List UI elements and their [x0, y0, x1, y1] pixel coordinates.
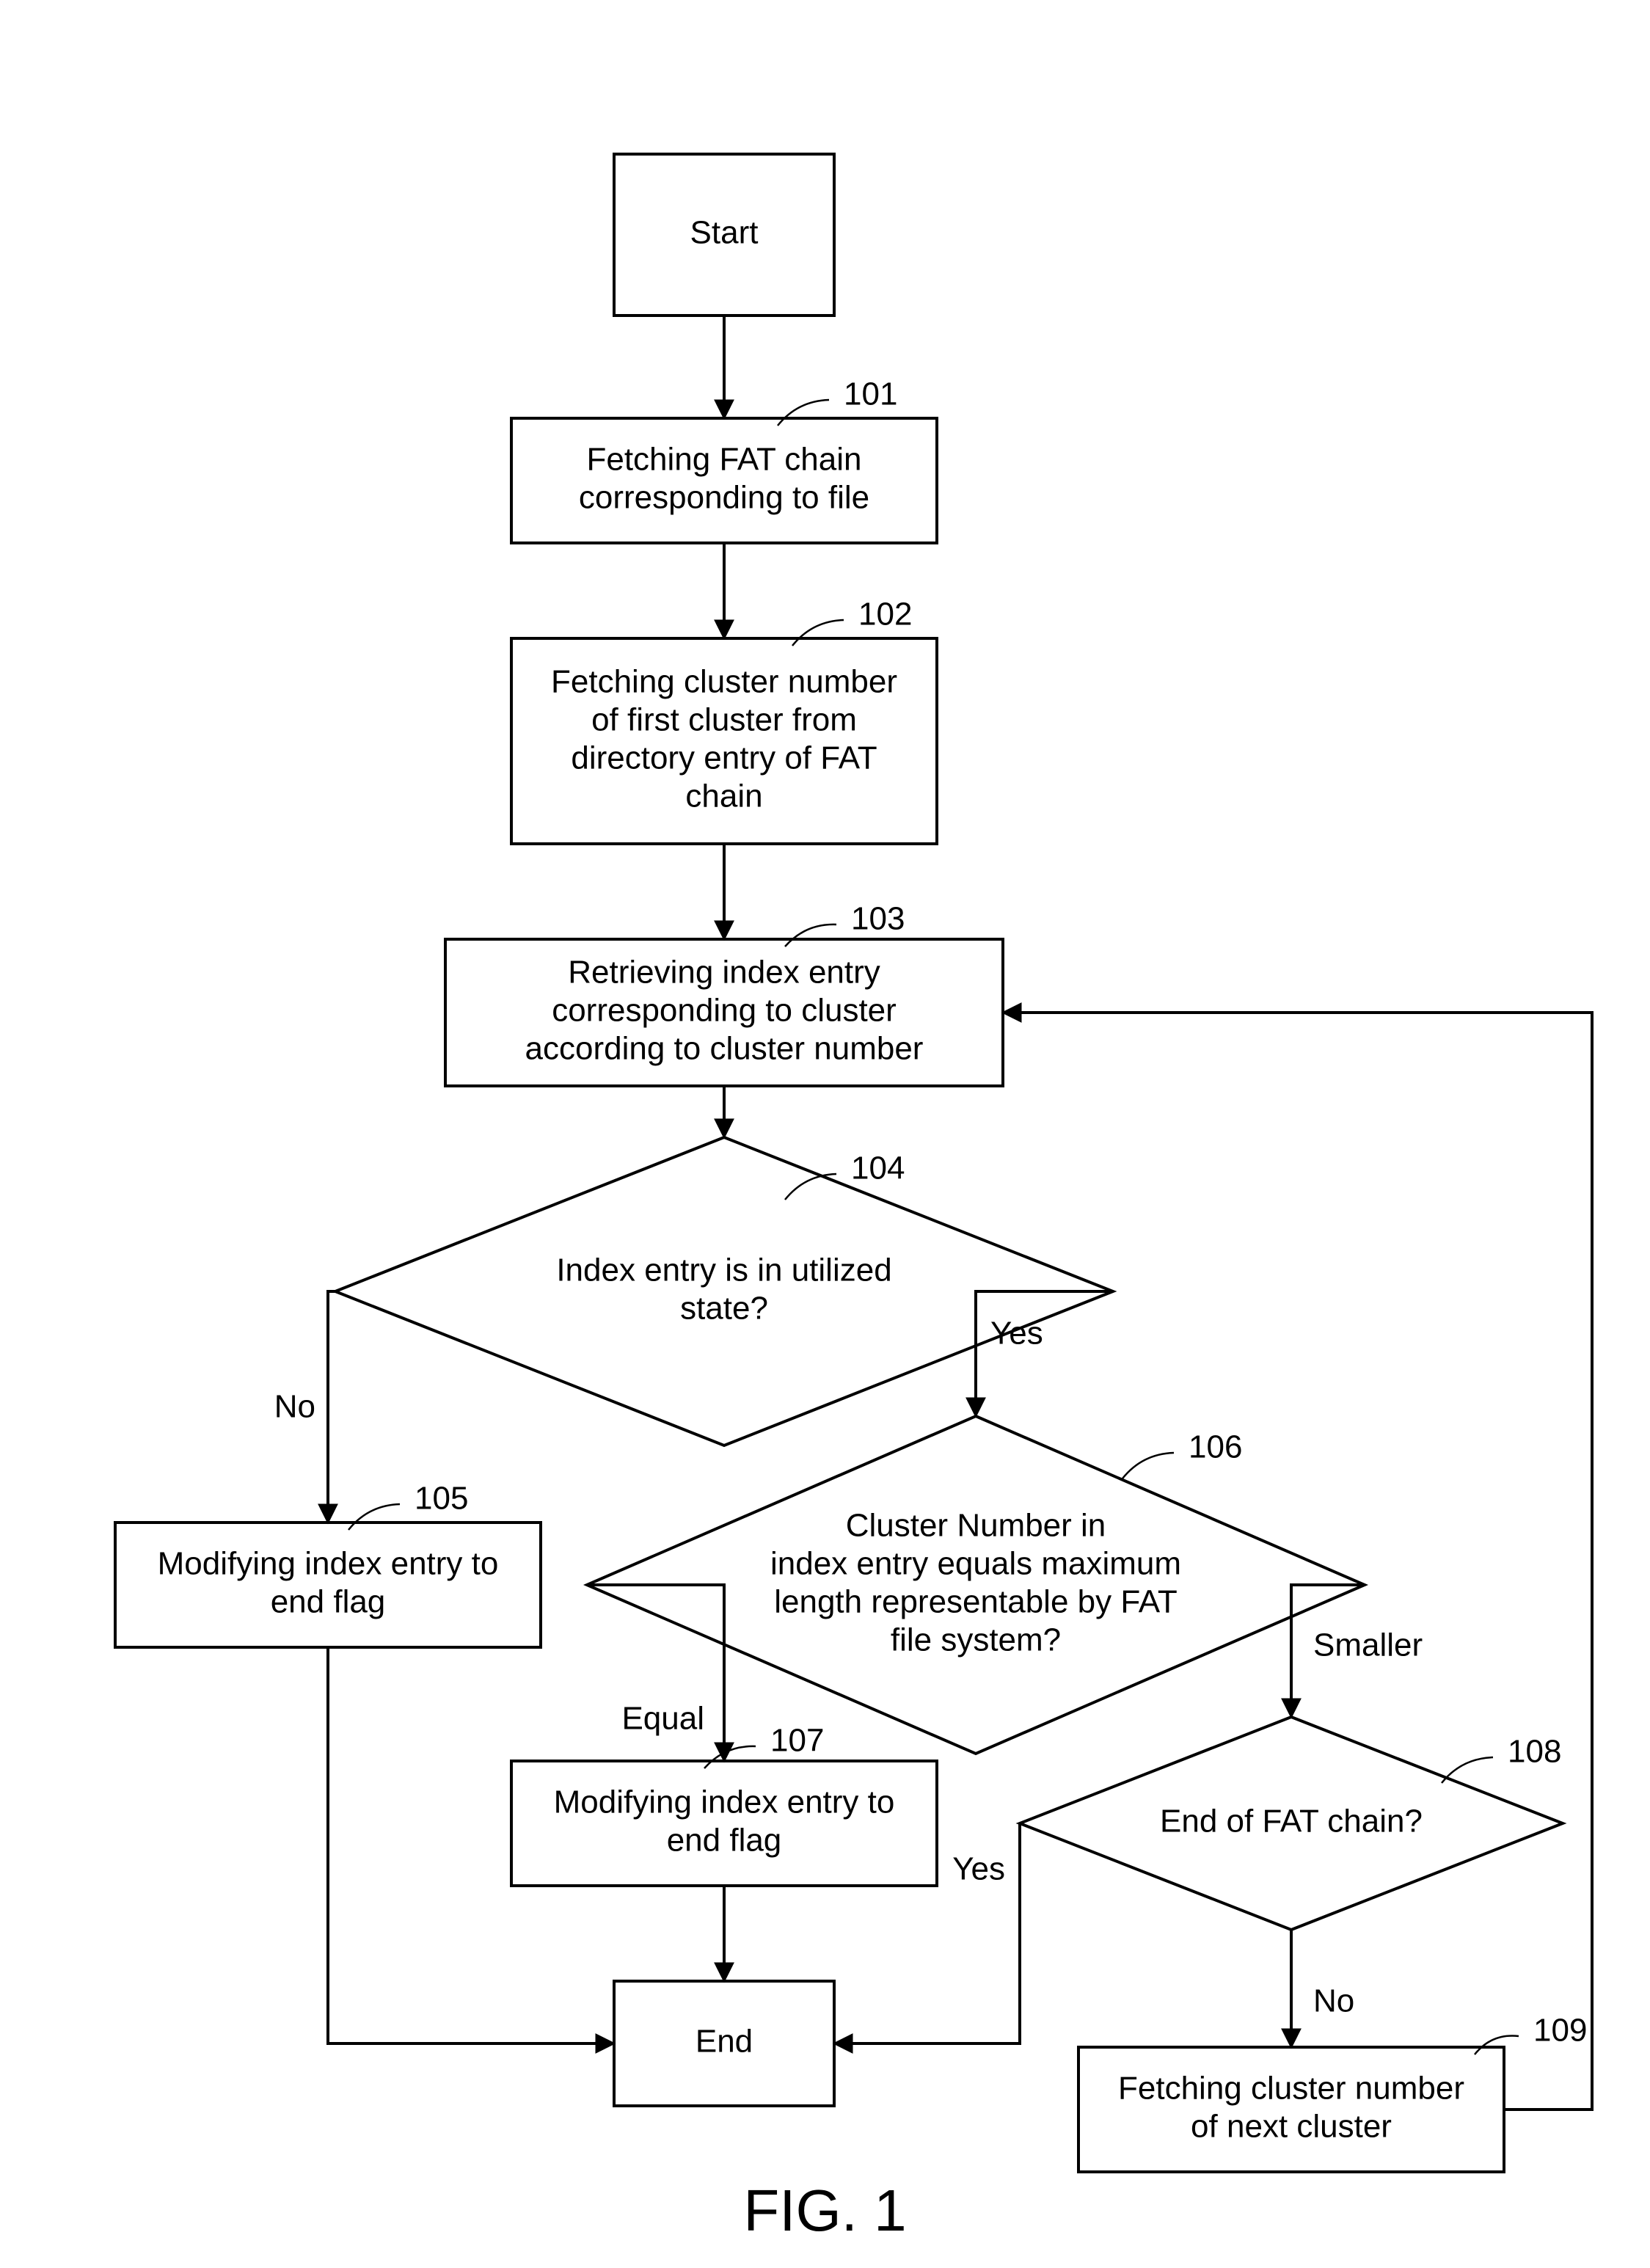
edge-label: Yes — [990, 1316, 1043, 1352]
ref-label: 106 — [1189, 1429, 1242, 1465]
edge-label: No — [1313, 1983, 1354, 2019]
node-text-line: End — [696, 2024, 753, 2060]
node-text-line: Retrieving index entry — [568, 955, 880, 991]
ref-label: 105 — [415, 1481, 468, 1517]
node-text-line: Fetching cluster number — [551, 664, 897, 700]
node-text-line: Index entry is in utilized — [556, 1252, 891, 1288]
ref-label: 103 — [851, 901, 905, 937]
node-text-line: Fetching cluster number — [1118, 2071, 1464, 2107]
node-text-line: corresponding to file — [579, 480, 869, 516]
ref-label: 107 — [770, 1723, 824, 1759]
node-text-line: end flag — [271, 1584, 386, 1620]
node-text-line: Modifying index entry to — [158, 1546, 499, 1582]
node-text-line: length representable by FAT — [774, 1584, 1178, 1620]
ref-label: 101 — [844, 376, 897, 412]
node-text-line: chain — [685, 779, 762, 814]
figure-label: FIG. 1 — [743, 2178, 906, 2243]
node-text-line: Cluster Number in — [846, 1508, 1106, 1544]
ref-label: 108 — [1508, 1734, 1561, 1770]
node-text-line: Start — [690, 215, 759, 251]
node-text-line: directory entry of FAT — [571, 740, 877, 776]
edge-label: No — [274, 1389, 315, 1425]
edge-label: Equal — [621, 1701, 704, 1737]
node-text-line: state? — [680, 1291, 768, 1327]
edge-label: Yes — [952, 1851, 1005, 1887]
node-text-line: corresponding to cluster — [552, 993, 897, 1029]
node-text-line: End of FAT chain? — [1160, 1804, 1423, 1839]
node-text-line: end flag — [667, 1823, 782, 1859]
edge-label: Smaller — [1313, 1627, 1423, 1663]
node-text-line: according to cluster number — [525, 1031, 924, 1067]
node-text-line: of next cluster — [1191, 2109, 1392, 2145]
node-text-line: index entry equals maximum — [770, 1546, 1181, 1582]
ref-label: 102 — [858, 597, 912, 632]
ref-label: 104 — [851, 1151, 905, 1186]
node-text-line: Modifying index entry to — [554, 1784, 895, 1820]
node-text-line: file system? — [891, 1622, 1061, 1658]
node-text-line: of first cluster from — [591, 702, 857, 738]
ref-label: 109 — [1533, 2013, 1587, 2049]
node-text-line: Fetching FAT chain — [586, 442, 861, 478]
